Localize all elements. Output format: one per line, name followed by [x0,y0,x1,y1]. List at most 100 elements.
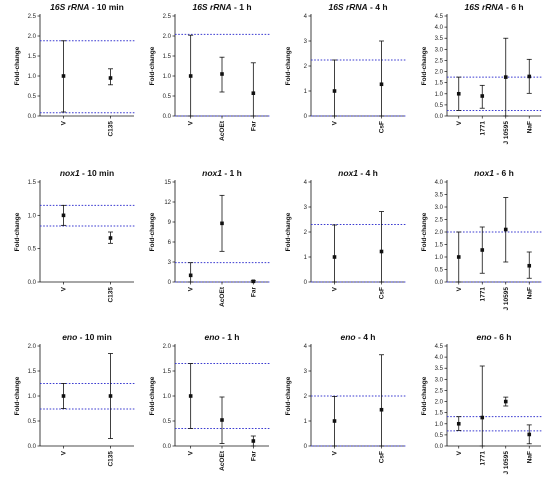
mean-point [503,227,508,232]
mean-point [332,89,337,93]
x-tick-label: Far [250,451,257,462]
chart-title: 16S rRNA - 6 h [464,2,523,12]
x-tick-label: V [456,286,463,291]
x-tick-label: 1771 [479,451,486,466]
chart-title-gene: nox1 [338,168,358,178]
y-tick-label: 0.0 [435,114,444,120]
y-tick-label: 0.5 [163,419,172,425]
y-tick-label: 1 [304,419,308,425]
y-tick-label: 3 [304,39,308,45]
x-tick-label: Far [250,121,257,132]
chart-title-gene: eno [205,332,220,342]
y-tick-label: 1.0 [28,213,37,219]
mean-point [456,255,461,259]
chart-title: nox1 - 10 min [60,168,114,178]
y-axis-label: Fold-change [285,376,292,415]
mean-point [527,263,532,268]
x-tick-label: V [332,120,339,125]
y-tick-label: 1.5 [28,180,37,186]
y-tick-label: 1.5 [435,243,444,249]
chart-svg: nox1 - 4 h Fold-change 0 1 2 3 4 V CsF [285,168,407,299]
mean-point [480,248,485,252]
chart-title-time: - 6 h [504,2,524,12]
y-tick-label: 0.0 [435,280,444,286]
x-tick-label: AcOEt [219,286,226,307]
chart-svg: eno - 4 h Fold-change 0 1 2 3 4 V CsF [285,332,407,463]
chart-title-gene: 16S rRNA [50,2,89,12]
chart-title-time: - 4 h [358,168,378,178]
y-tick-label: 15 [164,180,171,186]
y-tick-label: 1.0 [163,74,172,80]
x-tick-label: CsF [379,121,386,133]
chart-title-time: - 4 h [368,2,388,12]
chart-title-gene: eno [341,332,356,342]
chart-title: 16S rRNA - 4 h [328,2,387,12]
chart-panel: 16S rRNA - 6 h Fold-change 0.0 0.5 1.0 1.5 2.0… [417,2,549,162]
chart-svg: 16S rRNA - 1 h Fold-change 0.0 0.5 1.0 1.5 2.0… [149,2,271,141]
y-tick-label: 0 [304,444,308,450]
y-tick-label: 2.0 [435,70,444,76]
x-tick-label: C135 [108,121,115,137]
chart-svg: 16S rRNA - 4 h Fold-change 0 1 2 3 4 V CsF [285,2,407,133]
y-axis-label: Fold-change [149,376,156,415]
y-tick-label: 2 [304,394,308,400]
y-tick-label: 0.0 [163,444,172,450]
x-tick-label: AcOEt [219,120,226,141]
chart-title: nox1 - 6 h [474,168,514,178]
chart-title-time: - 6 h [492,332,512,342]
y-tick-label: 0.0 [28,114,37,120]
mean-point [108,76,113,80]
x-tick-label: J 10595 [503,287,510,311]
mean-point [188,273,193,278]
chart-panel: nox1 - 1 h Fold-change 0 3 6 9 12 15 V AcOEt Far [145,168,277,328]
mean-point [220,221,224,226]
chart-title-gene: 16S rRNA [192,2,231,12]
y-tick-label: 2.0 [163,34,172,40]
chart-svg: 16S rRNA - 10 min Fold-change 0.0 0.5 1.0 1.5… [14,2,136,137]
chart-title: eno - 6 h [477,332,512,342]
x-tick-label: V [188,286,195,291]
y-tick-label: 0.5 [435,433,444,439]
chart-title-time: - 10 min [80,168,114,178]
mean-point [456,91,461,96]
chart-panel: 16S rRNA - 1 h Fold-change 0.0 0.5 1.0 1.5 2.0… [145,2,277,162]
chart-svg: eno - 1 h Fold-change 0.0 0.5 1.0 1.5 2.0 V AcOE… [149,332,271,471]
mean-point [61,213,66,218]
y-axis-label: Fold-change [285,212,292,251]
chart-panel: 16S rRNA - 10 min Fold-change 0.0 0.5 1.0 1.5… [10,2,142,162]
x-tick-label: J 10595 [503,121,510,145]
chart-panel: nox1 - 6 h Fold-change 0.0 0.5 1.0 1.5 2.0 2.5 3… [417,168,549,328]
x-tick-label: AcOEt [219,450,226,471]
y-tick-label: 2 [304,64,308,70]
y-axis-label: Fold-change [14,376,21,415]
chart-title-gene: nox1 [60,168,80,178]
y-tick-label: 0.5 [28,247,37,253]
y-tick-label: 1.5 [28,54,37,60]
mean-point [527,74,532,79]
chart-svg: nox1 - 10 min Fold-change 0.0 0.5 1.0 1.5 V C13… [14,168,136,303]
mean-point [480,415,485,420]
x-tick-label: NaF [526,287,533,299]
y-tick-label: 0.5 [28,419,37,425]
y-tick-label: 0.5 [435,268,444,274]
mean-point [379,82,384,87]
y-tick-label: 2.5 [28,14,37,20]
chart-panel: eno - 1 h Fold-change 0.0 0.5 1.0 1.5 2.0 V AcOE… [145,332,277,492]
y-tick-label: 1.5 [435,81,444,87]
y-tick-label: 3.5 [435,366,444,372]
y-axis-label: Fold-change [149,46,156,85]
y-tick-label: 1 [304,255,308,261]
mean-point [61,74,66,78]
mean-point [251,91,256,95]
mean-point [188,74,193,78]
y-tick-label: 1.5 [28,369,37,375]
mean-point [379,407,384,412]
y-tick-label: 0.0 [163,114,172,120]
y-tick-label: 3 [168,260,172,266]
x-tick-label: NaF [526,121,533,133]
chart-title-gene: eno [477,332,492,342]
y-tick-label: 2.0 [28,34,37,40]
chart-svg: nox1 - 1 h Fold-change 0 3 6 9 12 15 V AcOEt Far [149,168,271,307]
chart-svg: eno - 10 min Fold-change 0.0 0.5 1.0 1.5 2.0 V C… [14,332,136,467]
mean-point [251,279,256,284]
